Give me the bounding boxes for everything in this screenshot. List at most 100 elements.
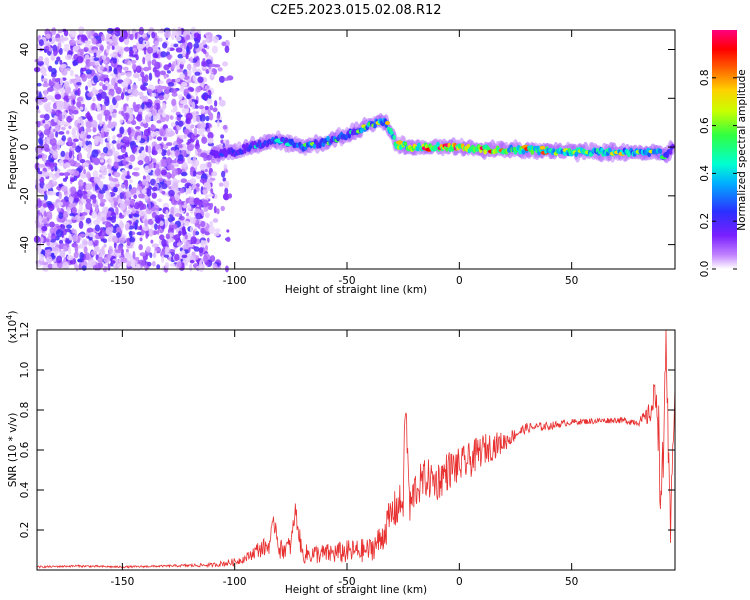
noise-speckle <box>42 218 48 225</box>
noise-speckle <box>52 175 56 183</box>
snr-y-ticks: 0.2 0.4 0.6 0.8 1.0 1.2 <box>19 322 675 538</box>
noise-speckle <box>55 37 62 43</box>
noise-speckle <box>206 179 214 184</box>
colorbar-tick-label: 0.2 <box>699 213 711 230</box>
noise-speckle <box>166 149 171 156</box>
noise-speckle <box>132 145 137 153</box>
noise-speckle <box>113 201 119 207</box>
noise-speckle <box>60 185 68 192</box>
noise-speckle <box>83 47 89 52</box>
snr-x-ticks: -150 -100 -50 0 50 <box>110 330 578 588</box>
noise-speckle <box>77 116 83 124</box>
noise-speckle <box>194 208 201 213</box>
noise-speckle <box>226 229 230 233</box>
noise-speckle <box>175 47 183 53</box>
noise-speckle <box>85 217 92 224</box>
noise-speckle <box>161 85 168 90</box>
noise-speckle <box>58 183 63 188</box>
noise-speckle <box>112 235 119 243</box>
noise-speckle <box>63 81 70 89</box>
noise-speckle <box>38 55 44 62</box>
noise-speckle <box>141 189 147 194</box>
noise-speckle <box>106 123 112 129</box>
noise-speckle <box>177 199 181 206</box>
noise-speckle <box>132 63 137 70</box>
noise-speckle <box>147 112 153 117</box>
noise-speckle <box>62 245 68 252</box>
noise-speckle <box>208 63 216 68</box>
noise-speckle <box>137 160 144 166</box>
spectrogram-x-tick-label: 0 <box>456 275 463 287</box>
noise-speckle <box>217 67 223 72</box>
noise-speckle <box>143 66 150 72</box>
noise-speckle <box>65 175 69 180</box>
noise-speckle <box>70 105 76 110</box>
noise-speckle <box>76 82 82 86</box>
noise-speckle <box>163 137 167 142</box>
noise-speckle <box>154 168 161 176</box>
noise-speckle <box>165 180 172 186</box>
noise-speckle <box>186 144 194 152</box>
noise-speckle <box>195 212 203 220</box>
noise-speckle <box>108 115 112 121</box>
noise-speckle <box>155 178 160 185</box>
noise-speckle <box>49 227 56 234</box>
noise-speckle <box>57 119 61 126</box>
noise-speckle <box>190 124 195 129</box>
noise-speckle <box>195 183 200 188</box>
noise-speckle <box>221 41 227 47</box>
noise-speckle <box>151 124 157 131</box>
noise-speckle <box>154 223 158 231</box>
snr-background <box>37 330 675 570</box>
noise-speckle <box>120 92 125 100</box>
noise-speckle <box>61 69 68 76</box>
noise-speckle <box>85 171 91 179</box>
spectrogram-x-tick-label: -100 <box>223 275 247 287</box>
noise-speckle <box>211 35 220 42</box>
noise-speckle <box>208 35 212 39</box>
noise-speckle <box>141 179 149 186</box>
noise-speckle <box>127 60 132 66</box>
noise-speckle <box>72 99 76 105</box>
noise-speckle <box>80 190 88 195</box>
noise-speckle <box>58 212 64 219</box>
noise-speckle <box>164 246 169 255</box>
noise-speckle <box>115 226 122 233</box>
noise-speckle <box>57 29 63 34</box>
noise-speckle <box>211 45 219 54</box>
noise-speckle <box>77 48 85 53</box>
noise-speckle <box>224 169 229 173</box>
noise-speckle <box>140 84 146 91</box>
noise-speckle <box>80 35 85 42</box>
noise-speckle <box>48 171 54 178</box>
noise-speckle <box>132 101 137 110</box>
noise-speckle <box>131 54 138 58</box>
noise-speckle <box>163 64 170 71</box>
noise-speckle <box>70 114 75 119</box>
noise-speckle <box>35 146 40 155</box>
noise-speckle <box>69 29 77 38</box>
noise-speckle <box>151 186 158 192</box>
spectrogram-y-tick-label: -40 <box>19 236 31 253</box>
noise-speckle <box>218 96 222 101</box>
noise-speckle <box>123 66 128 71</box>
noise-speckle <box>223 180 230 189</box>
noise-speckle <box>53 49 58 57</box>
noise-speckle <box>38 253 45 262</box>
noise-speckle <box>148 202 152 211</box>
noise-speckle <box>120 221 125 229</box>
noise-speckle <box>180 178 188 183</box>
noise-speckle <box>140 203 147 210</box>
noise-speckle <box>66 206 70 215</box>
noise-speckle <box>120 257 128 264</box>
noise-speckle <box>103 128 110 133</box>
noise-speckle <box>97 56 103 62</box>
noise-speckle <box>124 200 131 206</box>
noise-speckle <box>77 189 82 197</box>
noise-speckle <box>51 67 57 75</box>
noise-speckle <box>127 127 132 136</box>
ridge-core <box>318 143 322 149</box>
noise-speckle <box>119 68 122 74</box>
noise-speckle <box>43 48 47 53</box>
noise-speckle <box>202 39 207 46</box>
